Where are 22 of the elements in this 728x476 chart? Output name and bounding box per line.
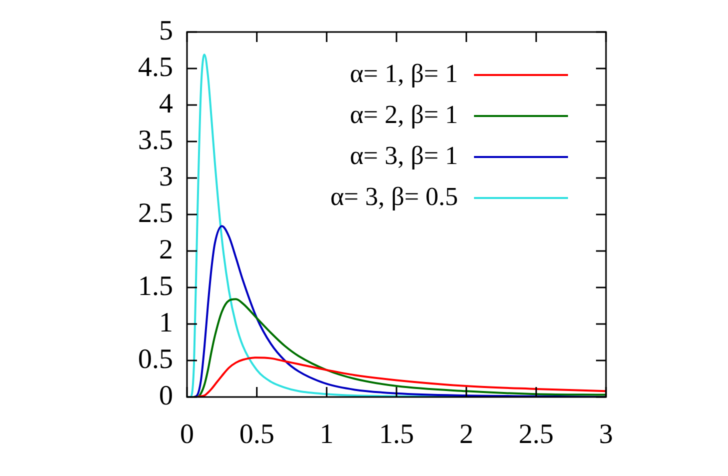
y-tick-label: 2.5 bbox=[138, 198, 173, 229]
y-tick-label: 2 bbox=[159, 234, 173, 266]
y-tick-label: 4.5 bbox=[138, 52, 173, 83]
y-tick-label: 1 bbox=[159, 307, 173, 338]
legend-label: α= 1, β= 1 bbox=[350, 58, 458, 88]
y-tick-label: 5 bbox=[159, 15, 173, 46]
x-tick-label: 2 bbox=[459, 419, 474, 450]
y-tick-label: 0.5 bbox=[138, 344, 173, 375]
y-tick-label: 3.5 bbox=[138, 124, 173, 156]
x-tick-label: 0.5 bbox=[239, 419, 274, 450]
x-tick-label: 1 bbox=[320, 419, 334, 450]
y-tick-label: 3 bbox=[159, 161, 173, 192]
legend-label: α= 2, β= 1 bbox=[350, 100, 458, 129]
y-tick-label: 4 bbox=[159, 88, 173, 120]
x-tick-label: 0 bbox=[180, 419, 194, 450]
x-tick-label: 3 bbox=[599, 419, 613, 450]
legend-label: α= 3, β= 0.5 bbox=[330, 182, 458, 211]
legend-label: α= 3, β= 1 bbox=[350, 140, 458, 170]
x-tick-label: 1.5 bbox=[379, 419, 414, 450]
y-tick-label: 1.5 bbox=[138, 270, 173, 302]
y-tick-label: 0 bbox=[159, 380, 173, 412]
x-tick-label: 2.5 bbox=[518, 419, 554, 450]
